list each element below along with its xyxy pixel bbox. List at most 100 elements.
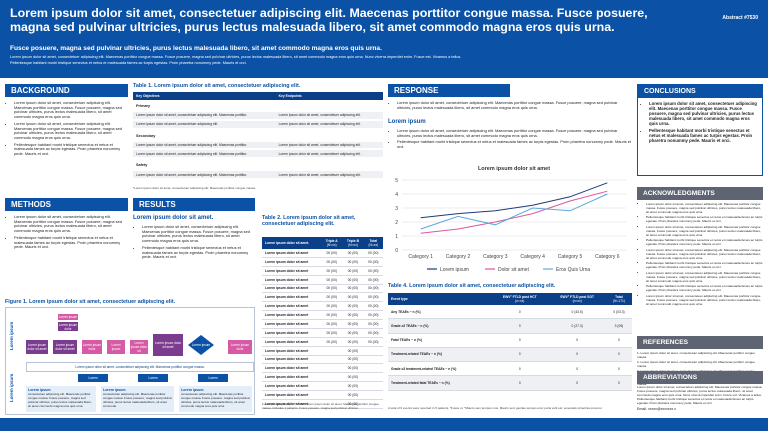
- cell: 0 (27.3): [548, 318, 606, 334]
- bullet: Lorem ipsum dolor sit amet, consectetuer…: [397, 100, 632, 110]
- side-label: Lorem ipsum: [9, 321, 14, 351]
- cell: Treatment-related TEAEs ~ n (%): [388, 347, 492, 363]
- bullet: Lorem ipsum dolor sit amet, consectetuer…: [646, 294, 763, 306]
- bullet: Pellentesque habitant morbi tristique se…: [142, 245, 255, 260]
- cell: 00 (00): [363, 284, 383, 294]
- header-line: Pellentesque habitant morbi tristique se…: [10, 61, 247, 65]
- x-tick-label: Category 1: [408, 254, 433, 260]
- cell: Lorem ipsum dolor sit amet, consectetuer…: [133, 170, 276, 180]
- cell: 0: [605, 375, 632, 391]
- cell: 00 (00): [363, 328, 383, 338]
- figure: Lorem ipsum Lorem ipsum Lorem ipsum Lore…: [5, 307, 255, 415]
- note-text: consectetuer adipiscing elit. Maecenas p…: [181, 392, 250, 408]
- table-title: Table 4. Lorem ipsum dolor sit amet, con…: [388, 283, 556, 289]
- header: Lorem ipsum dolor sit amet, consectetuer…: [0, 0, 768, 78]
- cell: Lorem ipsum dolor sit amet: [262, 310, 322, 320]
- note: Lorem ipsum consectetuer adipiscing elit.…: [179, 386, 252, 412]
- section-body: Lorem ipsum dolor sit amet, consectetuer…: [133, 224, 255, 262]
- header-sub: (n=xx): [515, 299, 525, 303]
- section-heading: ACKNOWLEDGMENTS: [637, 187, 763, 200]
- header-label: Triple A: [325, 239, 338, 243]
- cell: 00 (00): [321, 266, 343, 276]
- empty-cell: [363, 381, 383, 391]
- row: Lorem ipsum dolor sit amet 00 (00) 00 (00)…: [262, 328, 383, 338]
- x-tick-label: Category 4: [520, 254, 545, 260]
- bullet: Pellentesque habitant morbi tristique se…: [397, 139, 632, 149]
- cell: 00 (00): [342, 346, 364, 356]
- bullet-list: Lorem ipsum dolor sit amet, consectetuer…: [5, 214, 128, 250]
- cell: Lorem ipsum dolor sit amet, consectetuer…: [275, 140, 383, 151]
- row: Lorem ipsum dolor sit amet 00 (00): [262, 346, 383, 356]
- header-label: Triple B: [346, 239, 359, 243]
- bullet: Pellentesque habitant morbi tristique se…: [646, 216, 763, 224]
- row: Lorem ipsum dolor sit amet 00 (00) 00 (00)…: [262, 284, 383, 294]
- cell: 00 (00): [321, 337, 343, 347]
- header-sub: (N=xx): [326, 243, 337, 247]
- table: Event type EWV° FTLD post HCT (n=xx) EWV° F…: [388, 293, 632, 391]
- footer-bar: [0, 418, 768, 431]
- row: Lorem ipsum dolor sit amet 00 (00) 00 (00)…: [262, 292, 383, 303]
- x-tick-label: Category 6: [595, 254, 620, 260]
- note: Lorem ipsum consectetuer adipiscing elit.…: [26, 386, 96, 412]
- cell: 00 (00): [342, 328, 364, 338]
- cell: 00 (00): [342, 355, 364, 365]
- header-cell: Key Objectives: [133, 92, 276, 100]
- note-title: Lorem ipsum: [28, 388, 51, 392]
- row: Lorem ipsum dolor sit amet 00 (00): [262, 363, 383, 374]
- cell: Lorem ipsum dolor sit amet: [262, 372, 322, 383]
- cell: 00 (00): [321, 292, 343, 303]
- bullet: Lorem ipsum dolor sit amet, consectetuer…: [646, 225, 763, 237]
- cell: 00 (00): [363, 337, 383, 347]
- row: Fatal TEAEs ~ n (%) 0 0 0: [388, 333, 632, 348]
- row: Lorem ipsum dolor sit amet 00 (00): [262, 355, 383, 365]
- group-row: Secondary: [133, 128, 383, 142]
- cell: 00 (00): [321, 257, 343, 267]
- cell: Lorem ipsum dolor sit amet, consectetuer…: [133, 119, 276, 130]
- x-tick-label: Category 5: [558, 254, 583, 260]
- cell: 0: [548, 361, 606, 377]
- row: Lorem ipsum dolor sit amet 00 (00) 00 (00)…: [262, 249, 383, 258]
- empty-cell: [321, 355, 343, 365]
- cell: Lorem ipsum dolor sit amet, consectetuer…: [133, 140, 276, 151]
- cell: Lorem ipsum dolor sit amet, consectetuer…: [275, 119, 383, 130]
- header-cell: Lorem ipsum dolor sit amet.: [262, 237, 322, 249]
- cell: 00 (00): [342, 310, 364, 320]
- series-line: [420, 182, 608, 219]
- header-line: Lorem ipsum dolor sit amet, consectetuer…: [10, 55, 462, 59]
- section-heading: CONCLUSIONS: [638, 85, 762, 98]
- table-title: Table 1. Lorem ipsum dolor sit amet, con…: [133, 83, 301, 89]
- row: Lorem ipsum dolor sit amet 00 (00): [262, 390, 383, 400]
- section-body: Lorem ipsum dolor sit amet, consectetuer…: [637, 202, 763, 308]
- banner: Lorem ipsum dolor sit amet, consectetuer…: [26, 362, 254, 372]
- section-heading: RESULTS: [133, 198, 255, 211]
- subheading: Lorem ipsum: [388, 119, 426, 125]
- flow-box: Lorem ipsum: [58, 314, 78, 320]
- y-tick-label: 0: [395, 248, 398, 254]
- empty-cell: [363, 390, 383, 400]
- cell: Lorem ipsum dolor sit amet, consectetuer…: [275, 149, 383, 160]
- cell: 00 (00): [342, 363, 364, 374]
- cell: 0: [605, 361, 632, 377]
- bullet: Pellentesque habitant morbi tristique se…: [14, 235, 128, 250]
- row: Lorem ipsum dolor sit amet 00 (00) 00 (00)…: [262, 266, 383, 276]
- cell: 0: [491, 361, 549, 377]
- y-tick-label: 1: [395, 234, 398, 240]
- empty-cell: [321, 346, 343, 356]
- note-title: Lorem ipsum: [181, 388, 204, 392]
- flow-box: Lorem ipsum dolor: [58, 322, 78, 331]
- conclusions-box: CONCLUSIONS Lorem ipsum dolor sit amet, …: [637, 84, 763, 176]
- cell: 00 (00): [342, 337, 364, 347]
- bullet: Lorem ipsum dolor sit amet, consectetuer…: [14, 100, 128, 120]
- section-body: Lorem ipsum dolor sit amet, consectetuer…: [5, 214, 128, 252]
- cell: 0: [548, 333, 606, 348]
- legend-label: Dolor sit amet: [498, 267, 529, 273]
- cell: 00 (00): [342, 275, 364, 285]
- decision-diamond: [188, 335, 214, 355]
- bullet: Lorem ipsum dolor sit amet, consectetuer…: [142, 224, 255, 244]
- section-heading: METHODS: [5, 198, 128, 211]
- arm-box: Lorem: [78, 374, 108, 382]
- cell: 00 (00): [363, 249, 383, 258]
- bullet-list: Lorem ipsum dolor sit amet, consectetuer…: [388, 100, 632, 110]
- cell: 0: [491, 333, 549, 348]
- reference: 1. Lorem ipsum dolor sit amet, consectet…: [637, 351, 755, 360]
